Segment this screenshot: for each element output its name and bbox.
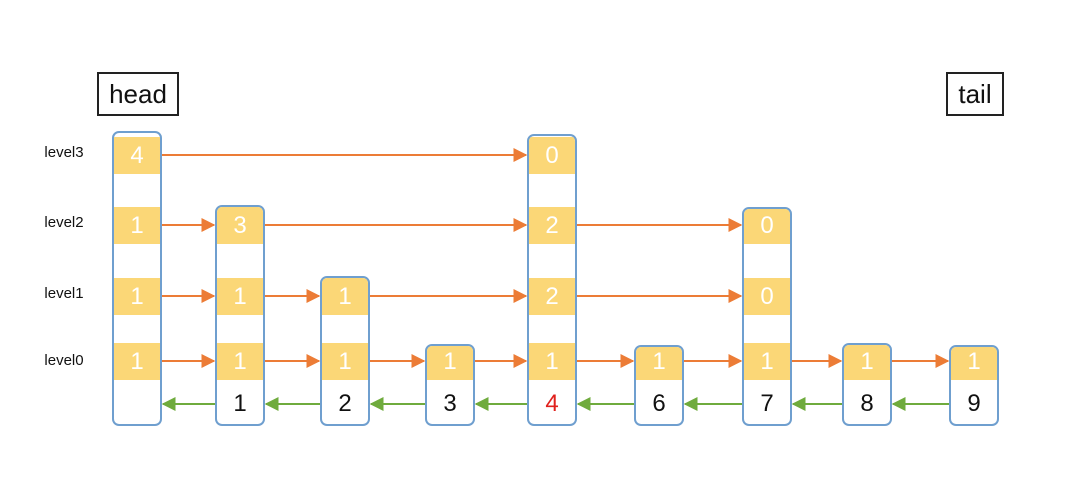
level0-span-cell: 1 bbox=[217, 342, 263, 380]
level1-span-cell: 1 bbox=[114, 277, 160, 315]
level1-span-cell: 0 bbox=[744, 277, 790, 315]
level0-span-cell: 1 bbox=[951, 347, 997, 380]
head-label: head bbox=[97, 72, 179, 116]
level0-span-cell: 1 bbox=[844, 345, 890, 380]
level2-span-cell: 3 bbox=[217, 207, 263, 244]
node-key: 8 bbox=[860, 390, 874, 417]
node-key: 3 bbox=[443, 390, 457, 417]
node-key: 7 bbox=[760, 390, 774, 417]
level0-span-cell: 1 bbox=[322, 342, 368, 380]
level3-span-cell: 0 bbox=[529, 136, 575, 174]
level1-span-cell: 2 bbox=[529, 277, 575, 315]
tail-label: tail bbox=[946, 72, 1004, 116]
level-label-1: level1 bbox=[44, 285, 84, 302]
level0-span-cell: 1 bbox=[427, 346, 473, 380]
level2-span-cell: 1 bbox=[114, 206, 160, 244]
level0-span-cell: 1 bbox=[529, 342, 575, 380]
node-key: 4 bbox=[545, 390, 559, 417]
level-label-2: level2 bbox=[44, 214, 84, 231]
level1-span-cell: 1 bbox=[217, 277, 263, 315]
node-key: 2 bbox=[338, 390, 352, 417]
level2-span-cell: 2 bbox=[529, 206, 575, 244]
level-label-0: level0 bbox=[44, 352, 84, 369]
node-n2: 1 1 2 bbox=[320, 276, 370, 426]
level1-span-cell: 1 bbox=[322, 278, 368, 315]
level0-span-cell: 1 bbox=[636, 347, 682, 380]
level3-span-cell: 4 bbox=[114, 136, 160, 174]
level2-span-cell: 0 bbox=[744, 209, 790, 244]
node-head: 1 1 1 4 bbox=[112, 131, 162, 426]
links-layer bbox=[161, 148, 950, 411]
node-key: 9 bbox=[967, 390, 981, 417]
node-n7: 1 0 0 7 bbox=[742, 207, 792, 426]
node-key: 6 bbox=[652, 390, 666, 417]
level-label-3: level3 bbox=[44, 144, 84, 161]
node-n1: 1 1 3 1 bbox=[215, 205, 265, 426]
level0-span-cell: 1 bbox=[114, 342, 160, 380]
node-key: 1 bbox=[233, 390, 247, 417]
level0-span-cell: 1 bbox=[744, 342, 790, 380]
node-n4: 1 2 2 0 4 bbox=[527, 134, 577, 426]
